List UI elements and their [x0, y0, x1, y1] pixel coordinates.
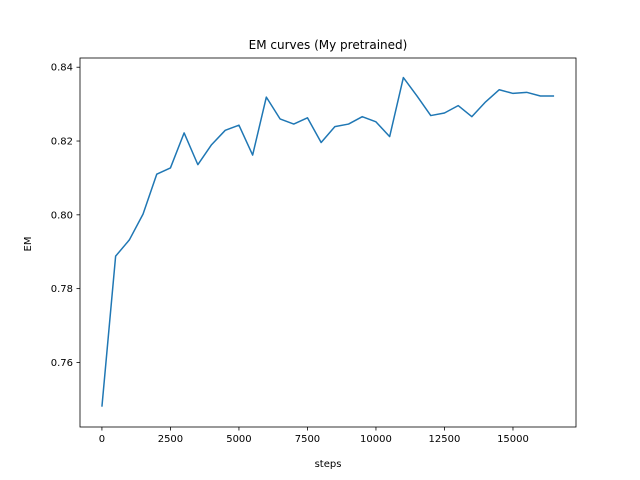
y-tick-label: 0.78 [51, 284, 73, 295]
chart-title: EM curves (My pretrained) [249, 38, 408, 52]
x-tick-label: 5000 [226, 434, 251, 445]
y-axis-label: EM [23, 237, 34, 252]
y-tick-label: 0.80 [51, 210, 73, 221]
x-tick-label: 2500 [158, 434, 183, 445]
x-axis-label: steps [315, 459, 342, 470]
y-tick-label: 0.76 [51, 358, 73, 369]
x-tick-label: 7500 [295, 434, 320, 445]
plot-area [101, 76, 555, 407]
x-tick-label: 12500 [429, 434, 461, 445]
series-line [101, 76, 555, 407]
x-tick-label: 0 [99, 434, 105, 445]
plot-frame [79, 57, 577, 428]
x-tick-label: 10000 [360, 434, 392, 445]
y-axis: 0.76 0.78 0.80 0.82 0.84 [51, 63, 80, 369]
x-axis: 0 2500 5000 7500 10000 12500 15000 [99, 427, 529, 445]
y-tick-label: 0.84 [51, 63, 73, 74]
x-tick-label: 15000 [497, 434, 529, 445]
y-tick-label: 0.82 [51, 137, 73, 148]
